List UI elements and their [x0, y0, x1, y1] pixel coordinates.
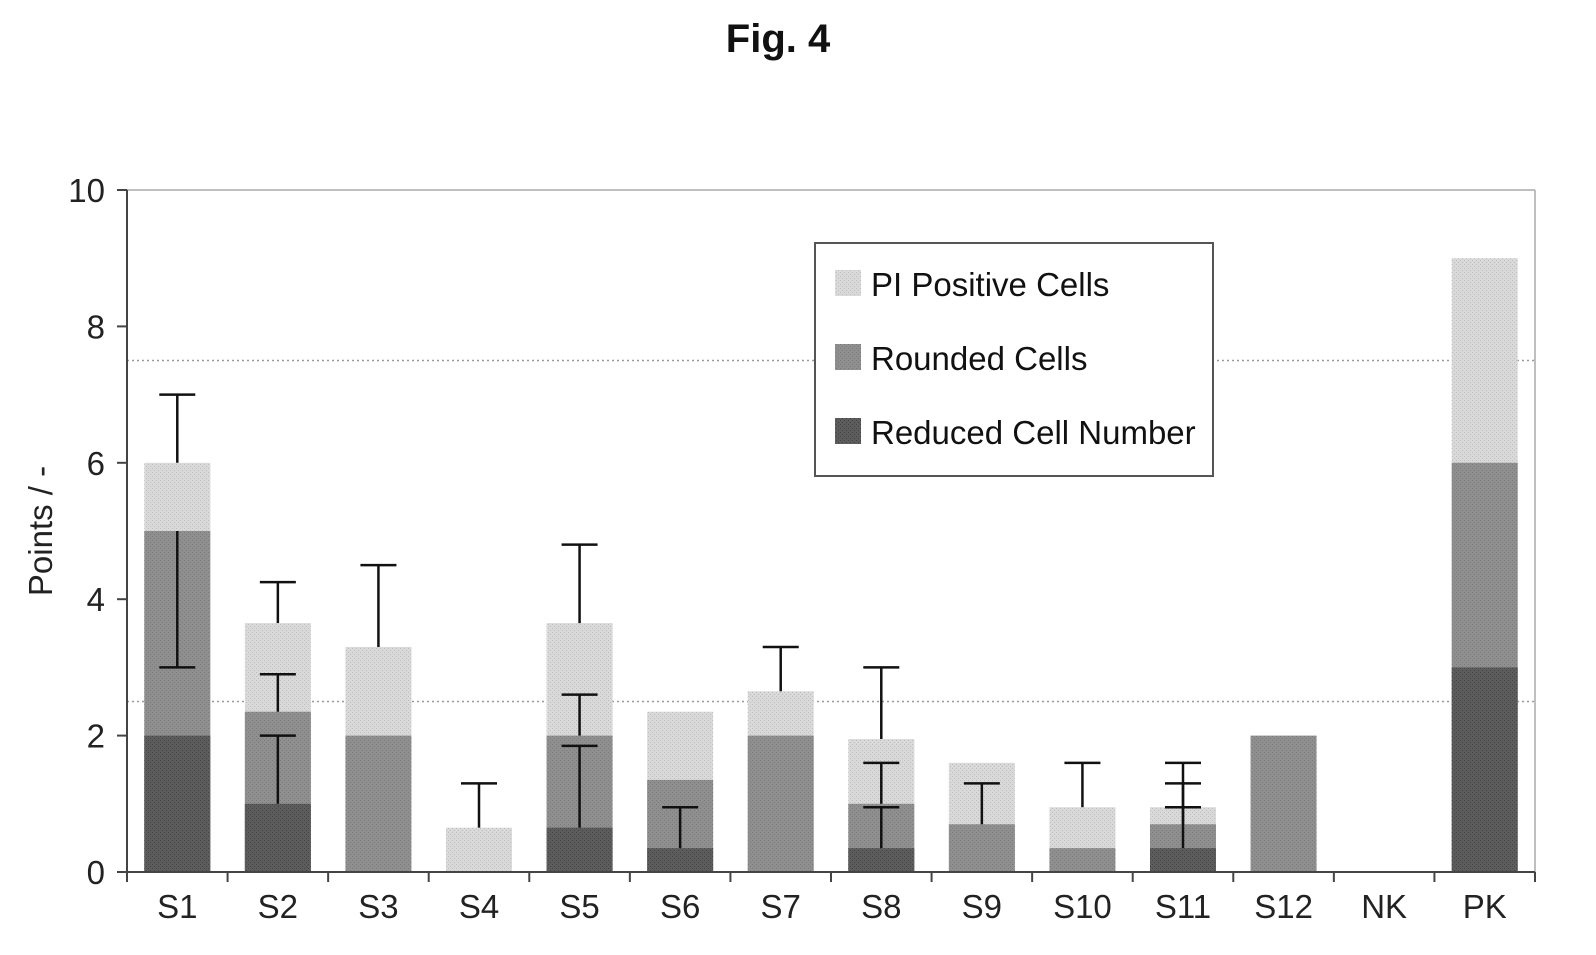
- legend-swatch: [835, 270, 861, 296]
- legend-swatch: [835, 344, 861, 370]
- x-ticks: S1 S2 S3 S4 S5 S6 S7 S8 S9 S10 S11 S12 NK PK: [126, 872, 1536, 925]
- x-tick-label: S11: [1155, 888, 1211, 925]
- legend-box: [814, 242, 1214, 477]
- y-axis-title: Points / -: [22, 466, 59, 596]
- x-tick-label: S7: [761, 888, 801, 925]
- y-tick-label: 2: [87, 718, 105, 755]
- x-tick-label: PK: [1463, 888, 1507, 925]
- y-tick-label: 8: [87, 308, 105, 345]
- y-tick-label: 0: [87, 854, 105, 891]
- bar-rounded-cells: [1049, 848, 1116, 872]
- bar-reduced-cell-number: [144, 735, 211, 872]
- bar-rounded-cells: [747, 735, 814, 872]
- y-tick-label: 4: [87, 581, 105, 618]
- x-tick-label: S5: [559, 888, 599, 925]
- bar-rounded-cells: [948, 824, 1015, 872]
- legend-label: Reduced Cell Number: [871, 414, 1196, 451]
- bars-group: [144, 258, 1518, 872]
- y-tick-label: 6: [87, 445, 105, 482]
- x-tick-label: S4: [459, 888, 499, 925]
- legend: PI Positive Cells Rounded Cells Reduced Ce…: [814, 242, 1214, 477]
- legend-label: PI Positive Cells: [871, 266, 1109, 303]
- x-tick-label: S2: [258, 888, 298, 925]
- x-tick-label: S8: [861, 888, 901, 925]
- legend-label: Rounded Cells: [871, 340, 1087, 377]
- bar-rounded-cells: [1250, 735, 1317, 872]
- bar-reduced-cell-number: [1451, 667, 1518, 872]
- error-bars-group: [159, 393, 1201, 849]
- bar-rounded-cells: [345, 735, 412, 872]
- bar-reduced-cell-number: [647, 848, 714, 872]
- plot-frame: [127, 189, 1536, 872]
- y-tick-label: 10: [68, 172, 105, 209]
- x-tick-label: S9: [962, 888, 1002, 925]
- x-tick-label: S10: [1053, 888, 1112, 925]
- x-tick-label: NK: [1361, 888, 1407, 925]
- bar-reduced-cell-number: [1150, 848, 1216, 872]
- y-ticks: 0 2 4 6 8 10: [68, 172, 127, 891]
- bar-reduced-cell-number: [244, 803, 311, 872]
- bar-pi-positive-cells: [446, 827, 512, 872]
- legend-swatch: [835, 418, 861, 444]
- figure-title: Fig. 4: [726, 17, 831, 61]
- bar-reduced-cell-number: [848, 848, 915, 872]
- x-tick-label: S6: [660, 888, 700, 925]
- bar-reduced-cell-number: [546, 827, 613, 872]
- x-tick-label: S1: [157, 888, 197, 925]
- x-tick-label: S12: [1254, 888, 1313, 925]
- x-tick-label: S3: [358, 888, 398, 925]
